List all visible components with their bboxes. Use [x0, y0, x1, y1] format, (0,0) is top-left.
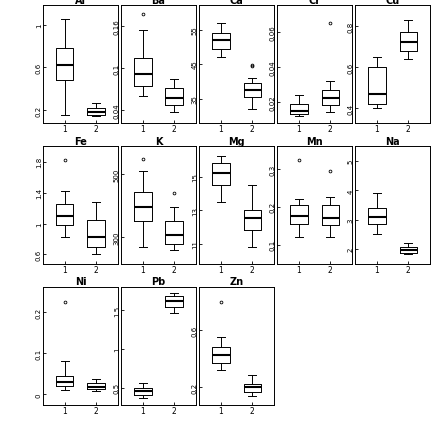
Title: Mg: Mg [228, 136, 245, 146]
Title: Ni: Ni [75, 277, 86, 287]
Title: Mn: Mn [306, 136, 323, 146]
Title: Fe: Fe [74, 136, 87, 146]
Title: Ba: Ba [152, 0, 165, 6]
Title: Al: Al [75, 0, 86, 6]
Title: Cu: Cu [385, 0, 400, 6]
Title: Ca: Ca [230, 0, 243, 6]
Title: Na: Na [385, 136, 400, 146]
Title: K: K [155, 136, 162, 146]
Title: Cr: Cr [308, 0, 321, 6]
Title: Pb: Pb [151, 277, 165, 287]
Title: Zn: Zn [229, 277, 244, 287]
